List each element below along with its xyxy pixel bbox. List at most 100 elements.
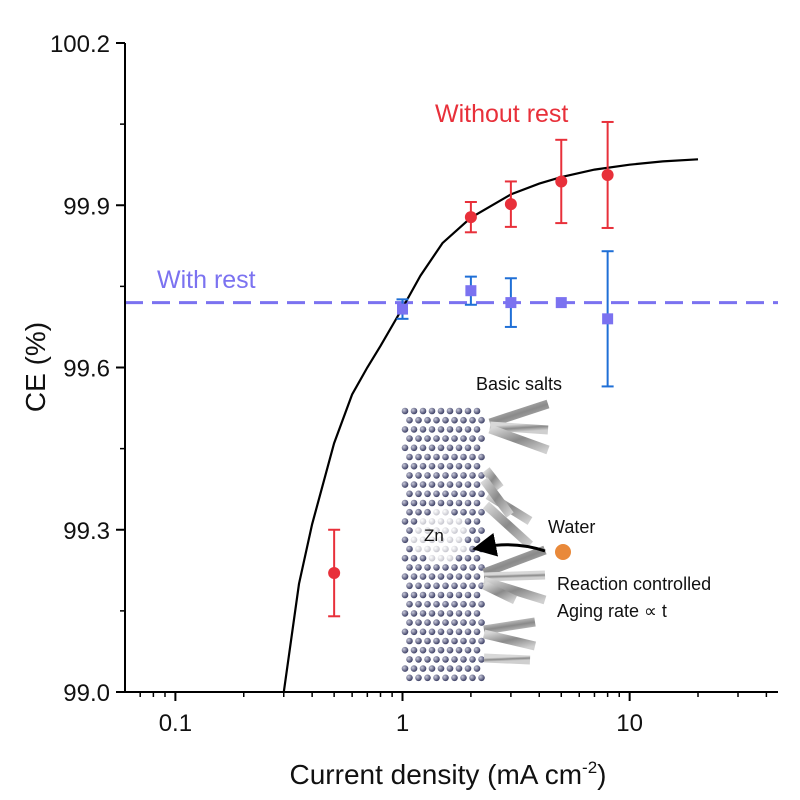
zn-atom — [406, 637, 413, 645]
zn-atom — [464, 665, 472, 672]
zn-atom — [442, 435, 449, 442]
zn-atom — [460, 508, 467, 516]
zn-atom — [473, 610, 481, 617]
zn-atom — [406, 527, 413, 534]
zn-atom — [433, 564, 440, 571]
x-tick-label: 10 — [616, 710, 643, 737]
basic-salt-rod — [482, 629, 537, 651]
zn-atom — [401, 610, 409, 617]
zn-atom — [415, 472, 422, 479]
zn-atom — [478, 416, 485, 424]
zn-atom — [455, 573, 463, 580]
zn-atom — [406, 508, 413, 516]
basic-salt-rod — [483, 617, 536, 635]
x-tick-label: 1 — [396, 710, 409, 737]
zn-atom — [437, 481, 445, 488]
zn-atom — [473, 426, 481, 433]
zn-atom — [464, 554, 472, 562]
y-axis-title: CE (%) — [20, 322, 51, 412]
zn-atom — [469, 416, 476, 424]
zn-atom — [433, 582, 440, 590]
zn-atom — [428, 462, 436, 470]
zn-atom — [419, 462, 427, 470]
zn-atom — [410, 665, 418, 672]
zn-atom — [437, 444, 445, 452]
zn-atom — [446, 407, 454, 415]
zn-atom — [442, 674, 449, 682]
water-label: Water — [548, 517, 595, 537]
zn-atom — [419, 426, 427, 433]
zn-atom — [410, 407, 418, 415]
zn-atom — [469, 490, 476, 498]
zn-atom — [451, 453, 458, 461]
zn-atom — [455, 665, 463, 672]
zn-atom — [478, 600, 485, 608]
zn-atom — [464, 628, 472, 636]
zn-atom — [455, 610, 463, 617]
zn-atom — [410, 481, 418, 488]
x-axis-title-close: ) — [597, 759, 606, 790]
zn-atom — [406, 656, 413, 663]
zn-atom — [433, 472, 440, 479]
zn-atom — [478, 545, 485, 553]
basic-salt-rod — [482, 580, 517, 605]
zn-atom — [424, 416, 431, 424]
zn-atom — [406, 416, 413, 424]
zn-atom — [433, 674, 440, 682]
water-molecule-icon — [555, 544, 571, 560]
zn-atom — [464, 536, 472, 544]
basic-salt-rod — [482, 501, 534, 549]
zn-atom — [473, 518, 481, 525]
zn-atom — [473, 628, 481, 636]
zn-atom — [442, 600, 449, 608]
zn-atom — [446, 573, 454, 580]
basic-salt-rod — [483, 570, 546, 582]
zn-atom — [460, 453, 467, 461]
zn-atom — [460, 490, 467, 498]
error-bars-layer — [328, 120, 614, 618]
zn-atom — [424, 435, 431, 442]
zn-atom — [469, 674, 476, 682]
zn-atom — [455, 462, 463, 470]
zn-atom — [428, 554, 436, 562]
zn-atom — [428, 518, 436, 525]
zn-atom — [419, 646, 427, 654]
zn-atom — [455, 444, 463, 452]
zn-atom — [455, 407, 463, 415]
zn-atom — [451, 416, 458, 424]
zn-atom — [433, 416, 440, 424]
with-rest-point — [602, 313, 614, 325]
zn-atom — [478, 490, 485, 498]
reaction-controlled-label: Reaction controlled — [557, 574, 711, 594]
zn-atom — [424, 472, 431, 479]
zn-atom — [401, 426, 409, 433]
zn-atom — [442, 564, 449, 571]
zn-atom — [410, 610, 418, 617]
zn-atom — [442, 656, 449, 663]
x-axis-title-sup: -2 — [582, 758, 597, 777]
zn-atom — [433, 435, 440, 442]
zn-atom — [451, 545, 458, 553]
zn-atom — [437, 591, 445, 599]
zn-atom — [406, 582, 413, 590]
zn-atom — [478, 453, 485, 461]
zn-atom — [410, 518, 418, 525]
zn-atom — [410, 499, 418, 507]
zn-atom — [437, 554, 445, 562]
axes: 99.0 99.3 99.6 99.9 100.2 0.1 1 10 — [50, 31, 778, 737]
zn-atom — [433, 508, 440, 516]
zn-atom — [460, 435, 467, 442]
zn-atom — [406, 674, 413, 682]
zn-atom — [401, 462, 409, 470]
zn-atom — [428, 573, 436, 580]
zn-atom — [446, 499, 454, 507]
zn-atom — [424, 527, 431, 534]
zn-atom — [424, 582, 431, 590]
zn-atom — [460, 527, 467, 534]
zn-atom — [469, 619, 476, 626]
zn-atom — [469, 508, 476, 516]
zn-atom — [437, 426, 445, 433]
zn-atom — [401, 646, 409, 654]
zn-atom — [455, 646, 463, 654]
zn-atom — [464, 499, 472, 507]
